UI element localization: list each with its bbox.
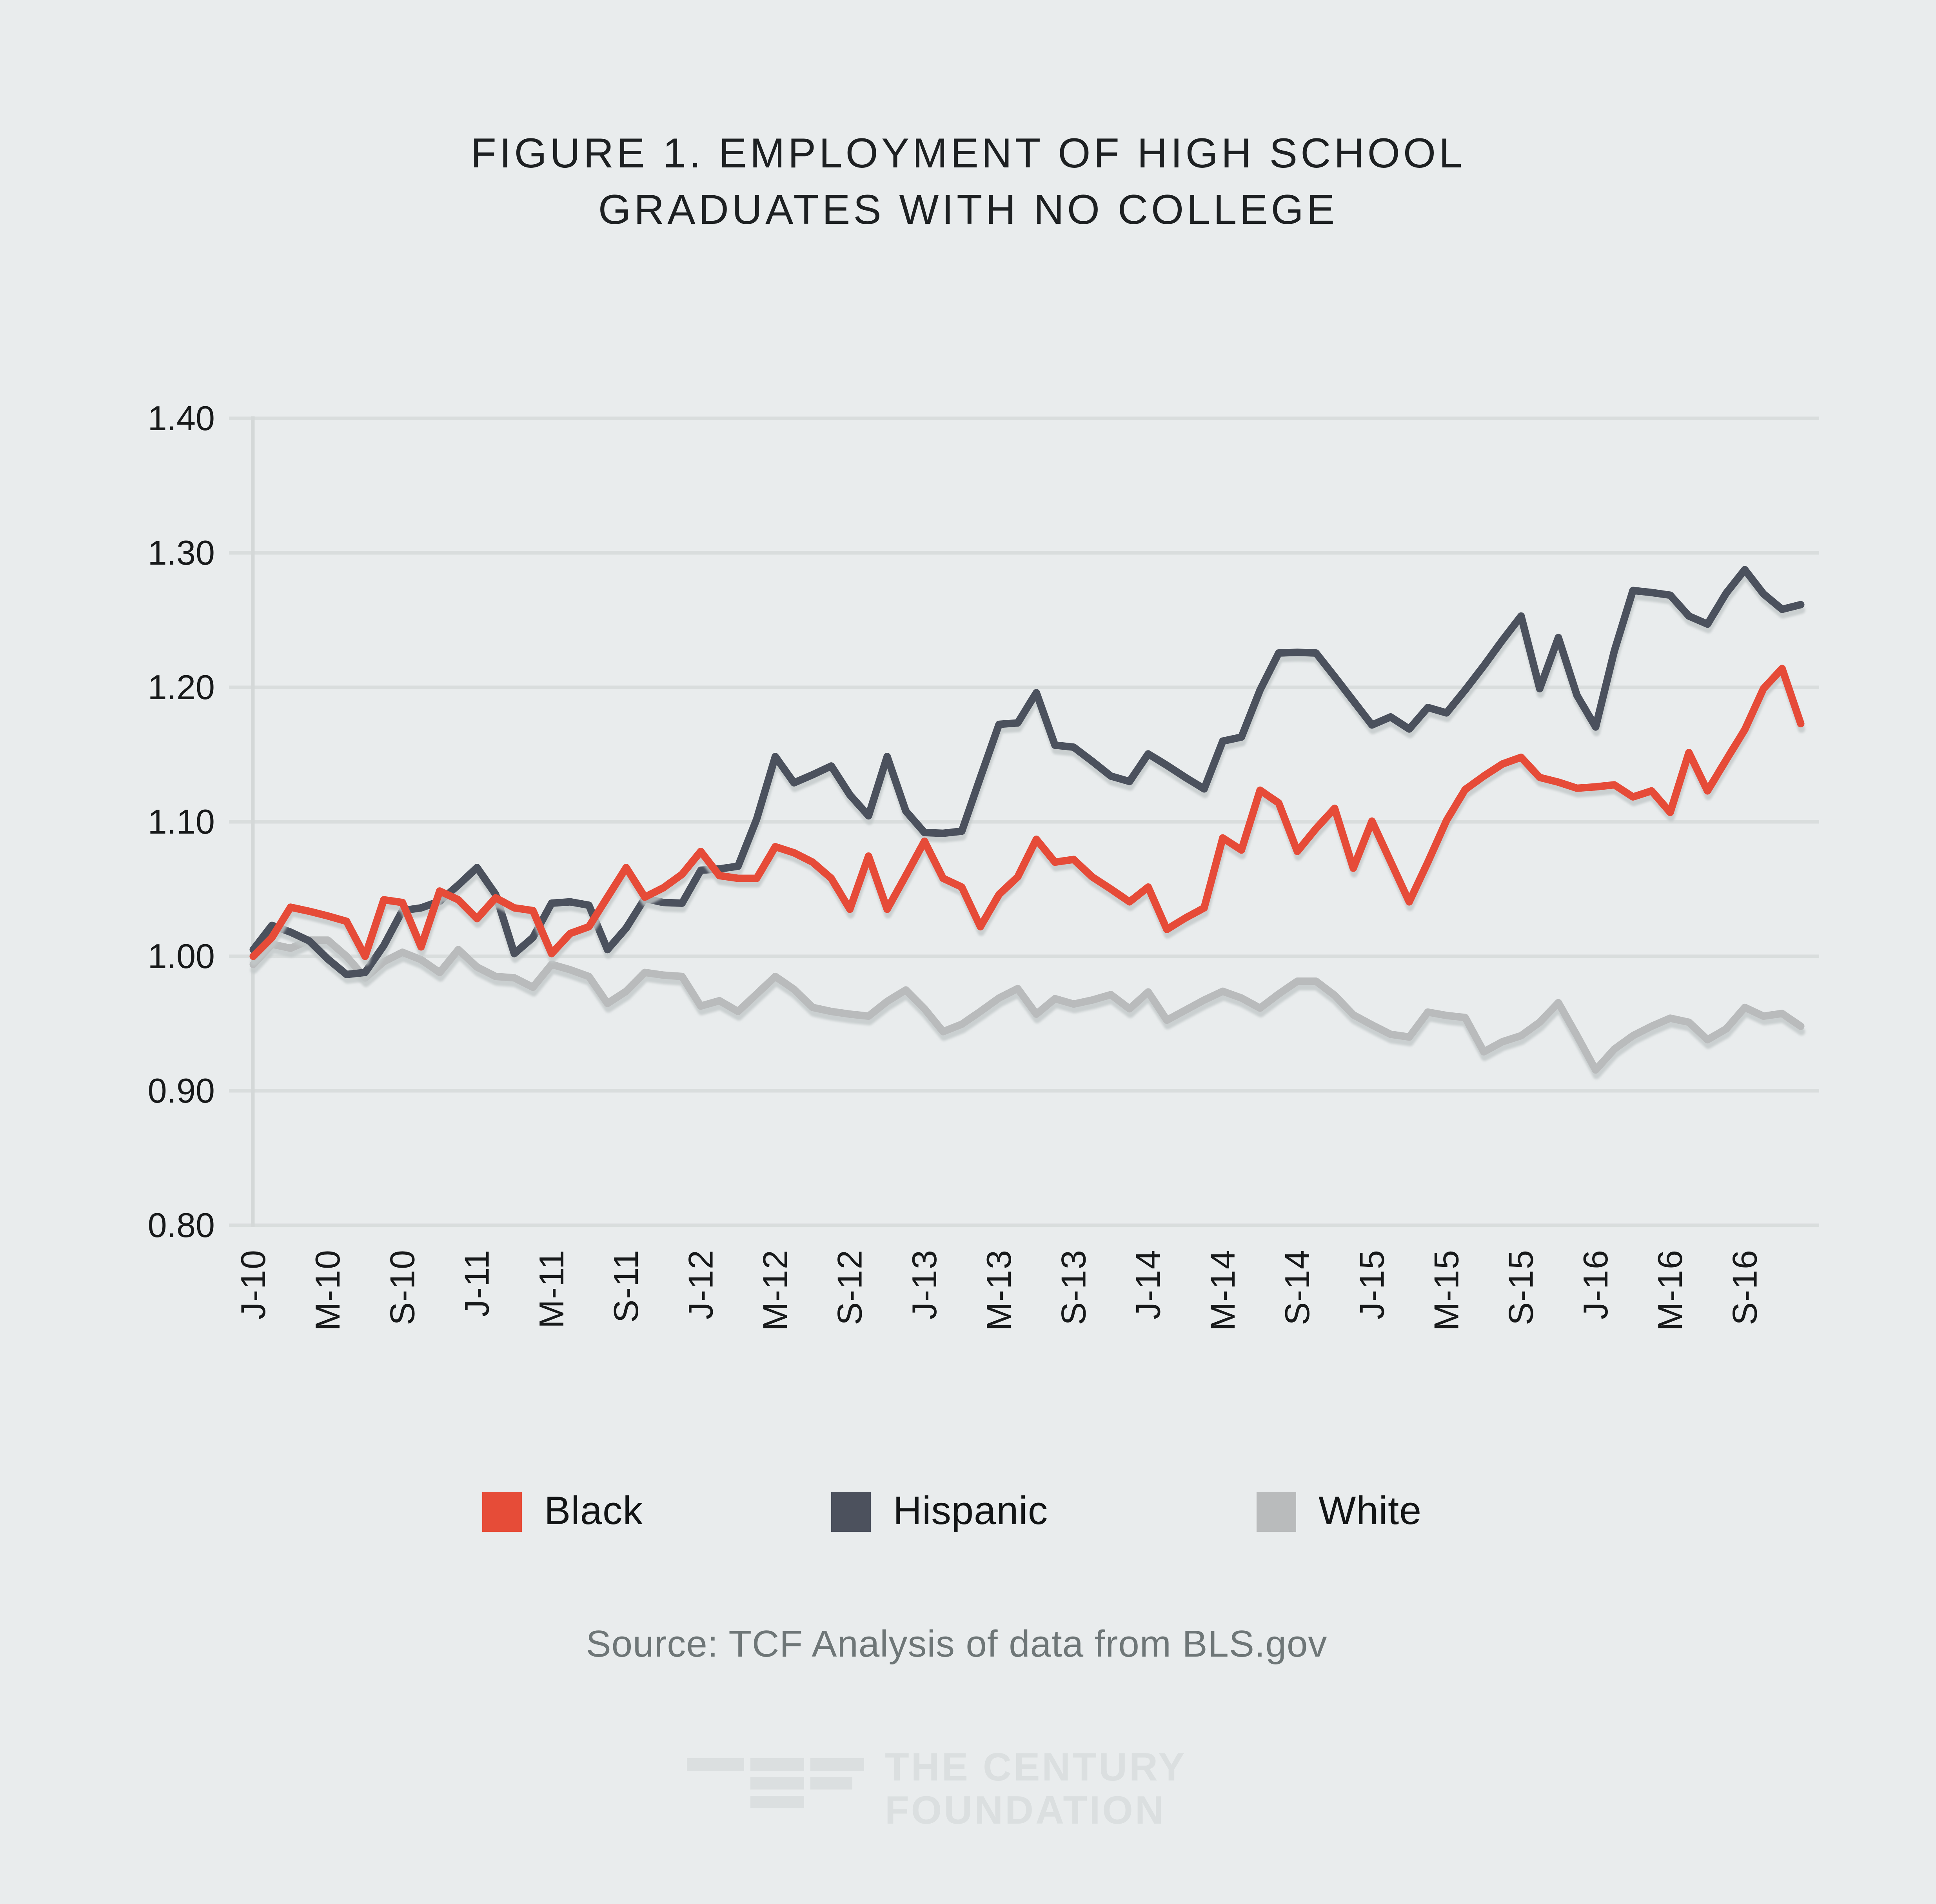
legend-swatch-hispanic	[831, 1492, 871, 1532]
x-tick-label-J-14: J-14	[1129, 1249, 1168, 1319]
chart-legend: Black Hispanic White	[0, 1489, 1936, 1533]
x-tick-label-S-15: S-15	[1502, 1249, 1540, 1325]
legend-swatch-white	[1257, 1492, 1296, 1532]
figure-title-line1: FIGURE 1. EMPLOYMENT OF HIGH SCHOOL	[470, 129, 1466, 176]
x-tick-label-J-12: J-12	[681, 1249, 720, 1319]
x-tick-label-J-11: J-11	[458, 1249, 496, 1317]
legend-swatch-black	[482, 1492, 522, 1532]
x-tick-label-J-16: J-16	[1576, 1249, 1615, 1319]
series-line-white	[249, 936, 1805, 1074]
x-tick-label-S-14: S-14	[1278, 1249, 1317, 1325]
figure-title: FIGURE 1. EMPLOYMENT OF HIGH SCHOOL GRADU…	[0, 125, 1936, 238]
gridlines	[229, 416, 1819, 1227]
x-tick-label-J-13: J-13	[905, 1249, 944, 1319]
legend-label-black: Black	[544, 1488, 643, 1533]
y-tick-label-1.40: 1.40	[148, 399, 215, 438]
y-tick-label-1.30: 1.30	[148, 533, 215, 572]
x-tick-label-M-14: M-14	[1203, 1249, 1242, 1331]
x-tick-label-J-15: J-15	[1352, 1249, 1391, 1319]
series-line-black	[249, 665, 1805, 960]
series-line-hispanic	[249, 566, 1805, 978]
x-tick-label-M-10: M-10	[308, 1249, 347, 1331]
y-tick-label-1.20: 1.20	[148, 668, 215, 707]
source-note: Source: TCF Analysis of data from BLS.go…	[586, 1623, 1328, 1665]
x-tick-label-M-15: M-15	[1427, 1249, 1466, 1331]
figure-title-line2: GRADUATES WITH NO COLLEGE	[598, 186, 1338, 233]
y-tick-label-1.10: 1.10	[148, 802, 215, 841]
x-tick-label-S-11: S-11	[607, 1249, 645, 1323]
x-tick-label-M-13: M-13	[979, 1249, 1018, 1331]
x-tick-label-S-13: S-13	[1054, 1249, 1093, 1325]
legend-label-hispanic: Hispanic	[893, 1488, 1048, 1533]
legend-label-white: White	[1319, 1488, 1422, 1533]
x-tick-label-M-11: M-11	[532, 1249, 571, 1328]
x-tick-label-S-10: S-10	[383, 1249, 421, 1325]
y-tick-label-0.80: 0.80	[148, 1206, 215, 1245]
x-tick-label-S-12: S-12	[830, 1249, 869, 1325]
x-axis-labels: J-10 M-10 S-10 J-11 M-11 S-11 J-12 M-12 S-12 J-13…	[234, 1249, 1764, 1331]
y-axis-labels: 1.40 1.30 1.20 1.10 1.00 0.90 0.80	[148, 399, 215, 1245]
y-tick-label-1.00: 1.00	[148, 937, 215, 976]
x-tick-label-S-16: S-16	[1725, 1249, 1764, 1325]
x-tick-label-M-16: M-16	[1651, 1249, 1689, 1331]
x-tick-label-M-12: M-12	[756, 1249, 795, 1331]
y-tick-label-0.90: 0.90	[148, 1071, 215, 1110]
x-tick-label-J-10: J-10	[234, 1249, 272, 1319]
